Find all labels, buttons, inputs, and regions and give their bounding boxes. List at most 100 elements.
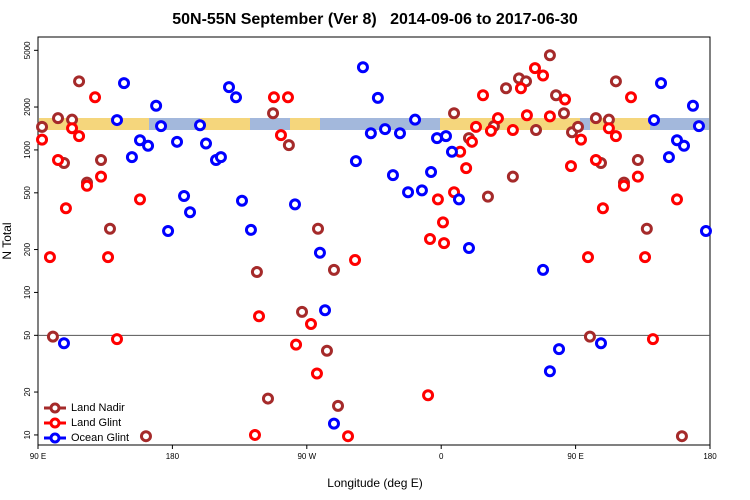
point (95, 170, 108, 183)
point (439, 130, 452, 143)
point (571, 120, 584, 133)
point (484, 124, 497, 137)
y-tick-label: 200 (23, 242, 32, 256)
x-tick-label: 90 E (567, 452, 583, 461)
point (462, 242, 475, 255)
y-tick-label: 2000 (23, 98, 32, 116)
point (520, 109, 533, 122)
x-tick-label: 0 (439, 452, 444, 461)
point (402, 186, 415, 199)
point (675, 430, 688, 443)
point (150, 99, 163, 112)
point (648, 114, 660, 127)
point (589, 153, 602, 166)
point (261, 392, 274, 405)
point (194, 119, 207, 132)
point (596, 202, 609, 215)
y-tick-label: 1000 (23, 140, 32, 158)
point (36, 120, 49, 133)
point (452, 193, 465, 206)
point (646, 333, 659, 346)
legend-marker (49, 417, 61, 429)
point (550, 89, 563, 102)
point (686, 99, 699, 112)
point (631, 153, 644, 166)
point (371, 91, 384, 104)
point (564, 160, 577, 173)
point (43, 251, 56, 264)
point (290, 338, 303, 351)
point (530, 123, 543, 136)
point (253, 310, 266, 323)
point (282, 139, 295, 152)
point (543, 49, 556, 62)
point (250, 266, 263, 279)
point (110, 333, 123, 346)
point (514, 82, 527, 95)
point (319, 304, 332, 317)
point (379, 123, 392, 136)
point (248, 428, 261, 441)
point (313, 246, 326, 259)
point (356, 61, 369, 74)
legend-marker (49, 432, 61, 444)
x-tick-label: 180 (166, 452, 180, 461)
y-tick-label: 500 (23, 186, 32, 200)
point (349, 155, 362, 168)
point (543, 110, 556, 123)
point (66, 122, 79, 135)
point (235, 194, 248, 207)
point (364, 127, 377, 140)
point (103, 222, 116, 235)
point (692, 120, 705, 133)
point (537, 263, 550, 276)
point (320, 344, 333, 357)
point (477, 89, 490, 102)
point (557, 107, 570, 120)
x-axis-label: Longitude (deg E) (327, 476, 422, 490)
plot-frame (37, 36, 711, 446)
point (431, 193, 444, 206)
point (342, 430, 355, 443)
point (200, 137, 212, 150)
point (589, 112, 602, 125)
point (244, 223, 257, 236)
point (448, 107, 461, 120)
legend-label: Ocean Glint (71, 432, 129, 444)
point (415, 184, 428, 197)
point (558, 93, 571, 106)
point (110, 114, 123, 127)
point (481, 190, 494, 203)
point (393, 127, 406, 140)
point (409, 113, 422, 126)
point (36, 133, 49, 146)
point (438, 237, 451, 250)
point (425, 165, 438, 178)
legend-label: Land Glint (71, 417, 121, 429)
point (214, 151, 227, 164)
point (281, 91, 294, 104)
point (617, 179, 630, 192)
point (139, 430, 152, 443)
point (267, 91, 280, 104)
point (73, 75, 86, 88)
point (386, 169, 399, 182)
point (465, 135, 478, 148)
point (537, 69, 550, 82)
point (506, 170, 519, 183)
y-tick-label: 10 (23, 430, 32, 439)
y-tick-label: 50 (23, 330, 32, 339)
point (125, 151, 138, 164)
point (445, 145, 458, 158)
point (625, 91, 638, 104)
point (469, 120, 482, 133)
point (332, 399, 345, 412)
point (118, 77, 131, 90)
point (602, 122, 615, 135)
point (133, 134, 146, 147)
point (89, 91, 102, 104)
point (553, 343, 566, 356)
point (304, 318, 317, 331)
point (52, 112, 65, 125)
point (699, 224, 712, 237)
